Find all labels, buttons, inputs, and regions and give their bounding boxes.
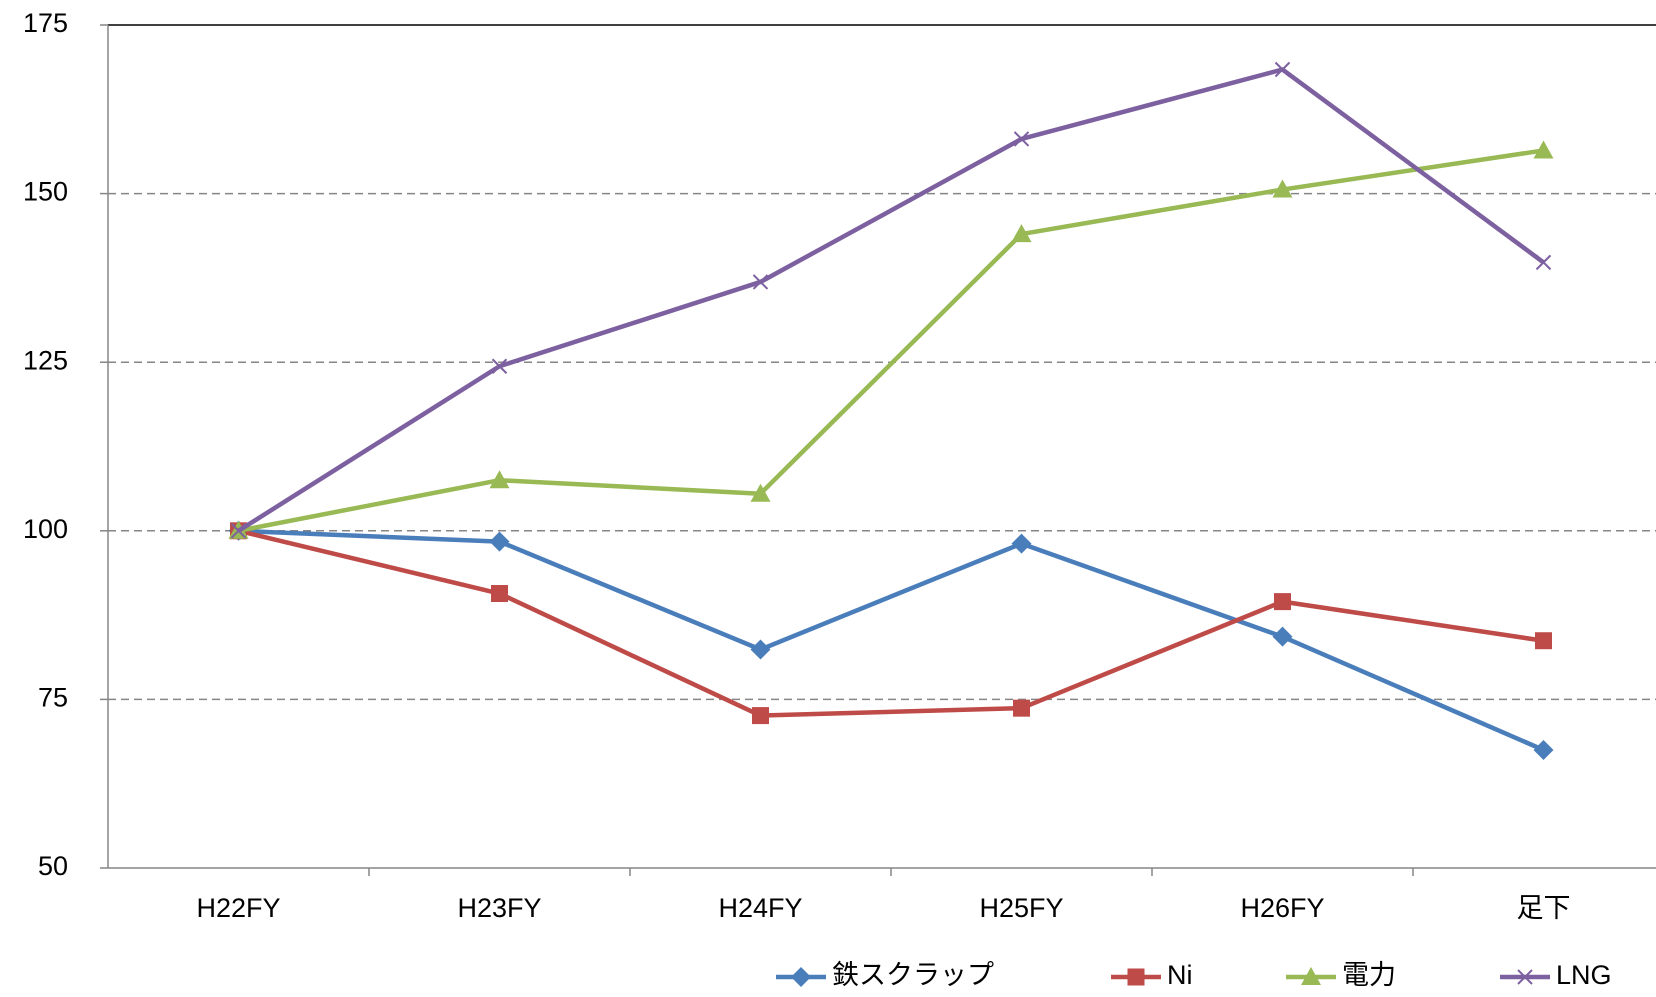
series-line	[237, 528, 1544, 718]
marker	[491, 358, 508, 374]
x-tick-label: H26FY	[1240, 893, 1324, 923]
marker	[1535, 254, 1552, 271]
x-tick-label: H22FY	[196, 893, 280, 923]
marker	[750, 483, 771, 502]
marker	[1013, 699, 1030, 717]
y-tick-label: 150	[23, 177, 68, 207]
series-line	[238, 148, 1544, 534]
marker	[1274, 61, 1291, 78]
y-tick-label: 75	[38, 683, 68, 713]
marker	[1274, 593, 1291, 611]
marker	[791, 967, 811, 987]
x-tick-label: H25FY	[979, 893, 1063, 923]
x-tick-label: H24FY	[718, 893, 802, 923]
marker	[1272, 626, 1293, 647]
marker	[1011, 533, 1032, 554]
y-tick-label: 125	[23, 345, 68, 375]
marker	[1533, 140, 1554, 159]
marker	[1011, 224, 1032, 243]
marker	[1535, 632, 1552, 650]
marker	[752, 707, 769, 725]
marker	[230, 523, 247, 539]
legend-label: Ni	[1167, 960, 1193, 990]
series-line	[237, 67, 1545, 533]
marker	[1301, 967, 1321, 985]
y-tick-label: 50	[38, 851, 68, 881]
x-tick-label: H23FY	[457, 893, 541, 923]
legend-label: 電力	[1342, 960, 1396, 990]
y-tick-label: 100	[23, 514, 68, 544]
y-tick-label: 175	[23, 8, 68, 38]
legend-label: 鉄スクラップ	[832, 960, 994, 990]
series-line	[238, 528, 1545, 753]
marker	[489, 531, 510, 552]
marker	[1517, 969, 1533, 985]
marker	[1533, 739, 1554, 760]
marker	[491, 585, 508, 603]
marker	[1127, 968, 1145, 986]
marker	[489, 470, 510, 489]
marker	[1013, 131, 1030, 147]
marker	[752, 274, 769, 290]
marker	[750, 639, 771, 660]
legend-label: LNG	[1556, 960, 1612, 990]
marker	[1272, 179, 1293, 198]
x-tick-label: 足下	[1517, 893, 1571, 923]
